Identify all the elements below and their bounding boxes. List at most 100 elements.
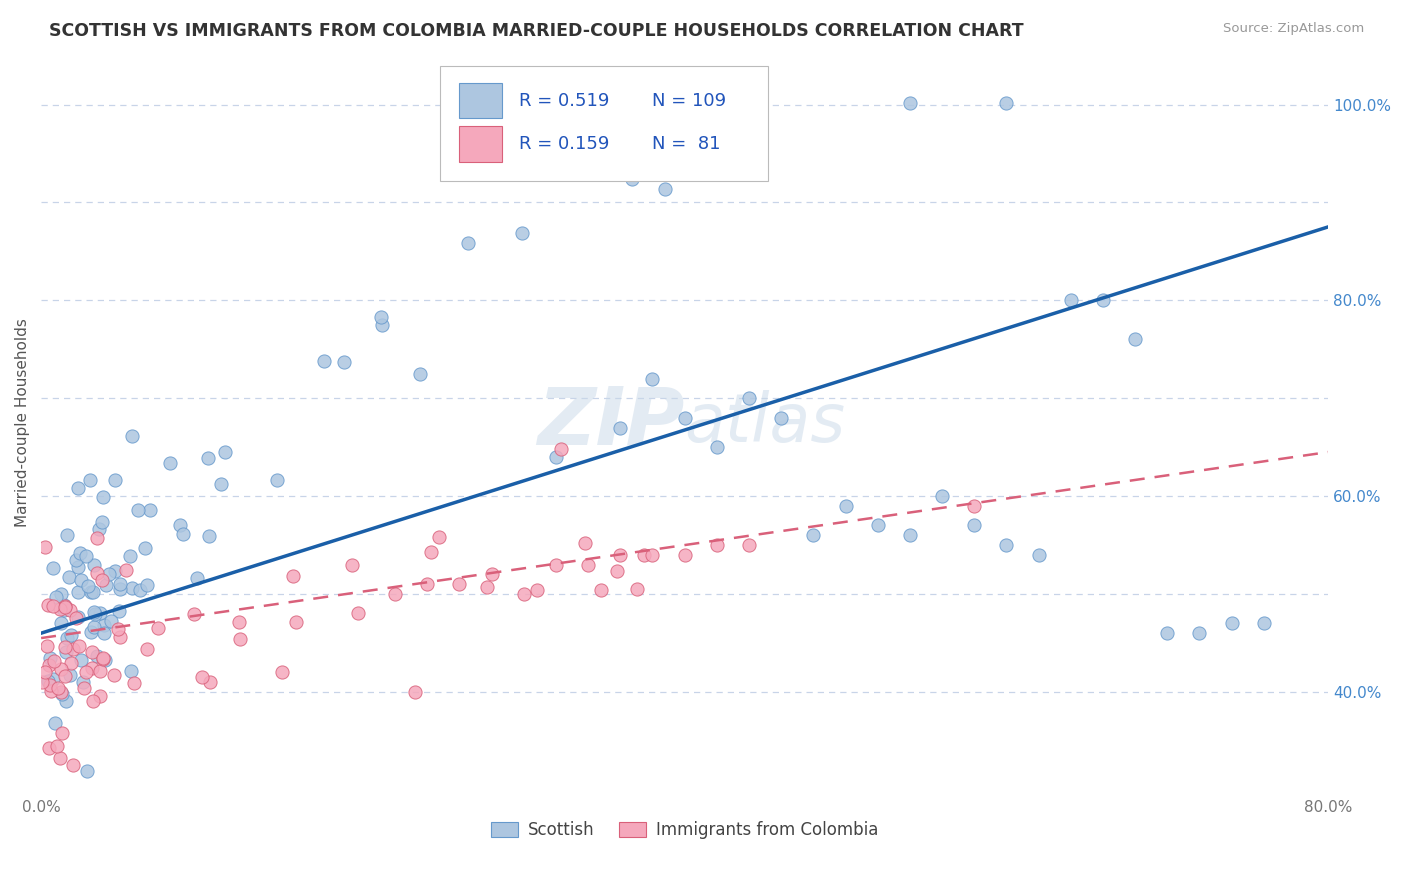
Point xyxy=(80,645,103,659)
Point xyxy=(53,669,76,683)
Point xyxy=(97,566,120,581)
Point xyxy=(347,606,370,620)
Point xyxy=(409,368,432,382)
Point xyxy=(738,391,761,405)
Point xyxy=(706,538,728,552)
Point xyxy=(127,503,149,517)
Point xyxy=(384,587,406,601)
Point xyxy=(69,546,91,560)
Point xyxy=(87,522,110,536)
Point xyxy=(103,473,125,487)
Text: R = 0.159: R = 0.159 xyxy=(519,135,609,153)
Point xyxy=(60,628,83,642)
Point xyxy=(271,665,294,679)
FancyBboxPatch shape xyxy=(460,126,502,161)
Point xyxy=(59,603,82,617)
Point xyxy=(39,651,62,665)
Point xyxy=(42,672,65,686)
Point xyxy=(576,558,599,572)
Point xyxy=(100,614,122,628)
Point xyxy=(84,607,107,621)
Point xyxy=(46,681,69,695)
Point xyxy=(370,310,392,324)
Point xyxy=(620,171,643,186)
Point xyxy=(340,558,363,572)
Point xyxy=(53,603,76,617)
Point xyxy=(49,587,72,601)
Point xyxy=(801,528,824,542)
Point xyxy=(183,607,205,621)
Text: ZIP: ZIP xyxy=(537,384,685,462)
Point xyxy=(60,656,83,670)
Point xyxy=(67,639,90,653)
Point xyxy=(531,154,554,169)
Point xyxy=(55,693,77,707)
Point xyxy=(197,450,219,465)
Point xyxy=(544,450,567,464)
Point xyxy=(457,236,479,251)
Point xyxy=(898,95,921,110)
Point xyxy=(284,615,307,630)
Point xyxy=(108,582,131,596)
Point xyxy=(31,675,53,690)
Point xyxy=(931,489,953,503)
Point xyxy=(544,558,567,572)
Point xyxy=(75,549,97,563)
Point xyxy=(108,630,131,644)
Point xyxy=(673,410,696,425)
Point xyxy=(963,518,986,533)
Point xyxy=(673,548,696,562)
Point xyxy=(86,531,108,545)
Point xyxy=(45,590,67,604)
Point xyxy=(79,473,101,487)
Point xyxy=(103,668,125,682)
Point xyxy=(633,548,655,562)
Point xyxy=(89,664,111,678)
FancyBboxPatch shape xyxy=(440,65,768,181)
Point xyxy=(129,583,152,598)
Point xyxy=(48,602,70,616)
Point xyxy=(94,653,117,667)
Point xyxy=(56,528,79,542)
Point xyxy=(526,583,548,598)
Point xyxy=(481,567,503,582)
Point xyxy=(37,639,59,653)
Point xyxy=(211,476,233,491)
Point xyxy=(83,605,105,619)
Point xyxy=(42,654,65,668)
Point xyxy=(449,577,471,591)
Point xyxy=(93,618,115,632)
Point xyxy=(89,606,111,620)
Point xyxy=(134,541,156,555)
Point xyxy=(589,582,612,597)
Point xyxy=(738,538,761,552)
Point xyxy=(121,581,143,595)
Point xyxy=(53,599,76,614)
Point xyxy=(1253,616,1275,631)
Point xyxy=(770,410,793,425)
Point xyxy=(121,429,143,443)
Point xyxy=(214,445,236,459)
Point xyxy=(70,573,93,587)
Point xyxy=(641,548,664,562)
Point xyxy=(53,598,76,612)
Point xyxy=(37,673,59,688)
Point xyxy=(197,528,219,542)
Point xyxy=(1028,548,1050,562)
Point xyxy=(513,587,536,601)
Point xyxy=(963,499,986,513)
Point xyxy=(673,100,696,114)
Point xyxy=(72,674,94,689)
Point xyxy=(67,560,90,574)
Point xyxy=(1091,293,1114,308)
Point xyxy=(1123,333,1146,347)
Point xyxy=(75,665,97,680)
Point xyxy=(104,564,127,578)
Point xyxy=(41,599,63,613)
Point xyxy=(550,442,572,456)
Point xyxy=(159,456,181,470)
Point xyxy=(110,577,132,591)
Point xyxy=(1156,626,1178,640)
Y-axis label: Married-couple Households: Married-couple Households xyxy=(15,318,30,527)
Point xyxy=(641,371,664,385)
